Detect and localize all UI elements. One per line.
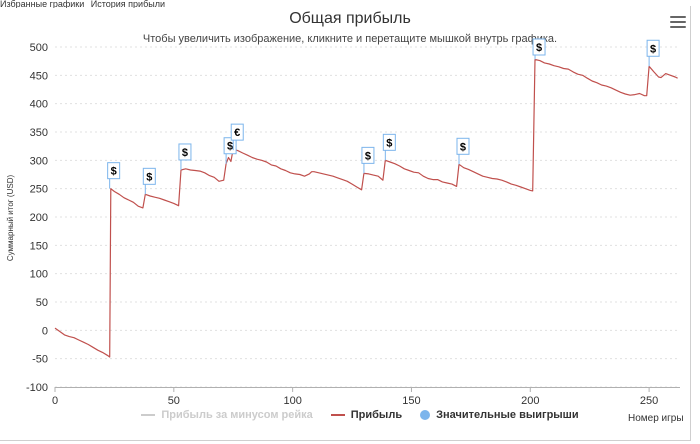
x-tick-label: 0 — [52, 395, 58, 407]
legend: Прибыль за минусом рейка Прибыль Значите… — [0, 407, 700, 423]
flag: € — [230, 123, 244, 141]
y-tick-label: 500 — [30, 42, 48, 54]
flag-label: $ — [386, 137, 392, 149]
flag-box — [646, 39, 660, 57]
flag-label: $ — [111, 166, 117, 178]
legend-item-profit[interactable]: Прибыль — [330, 409, 403, 421]
significant-win-flags: $ $$$€$$ $$ $ — [107, 38, 660, 195]
flag-box — [456, 137, 470, 155]
flag-box — [142, 167, 156, 185]
grid-lines — [55, 46, 680, 388]
y-tick-label: 450 — [30, 70, 48, 82]
legend-line-icon — [141, 414, 156, 416]
chart-subtitle: Чтобы увеличить изображение, кликните и … — [142, 33, 558, 45]
flag: $ — [456, 137, 470, 155]
x-axis: 0 50 100 150 200 250 — [52, 387, 680, 407]
y-tick-label: -50 — [32, 354, 48, 366]
x-tick-label: 100 — [283, 395, 301, 407]
legend-item-big-wins[interactable]: Значительные выигрыши — [420, 409, 579, 421]
flag: $ — [142, 167, 156, 185]
flag-box — [532, 38, 546, 56]
flag-label: $ — [460, 141, 466, 153]
flag-label: $ — [536, 42, 542, 54]
flag: $ — [178, 143, 192, 161]
y-tick-label: 350 — [30, 127, 48, 139]
y-tick-label: 250 — [30, 184, 48, 196]
legend-dot-icon — [420, 410, 431, 420]
y-tick-label: 150 — [30, 240, 48, 252]
y-tick-label: 0 — [42, 325, 48, 337]
flag-box — [361, 146, 375, 164]
y-tick-label: 400 — [30, 99, 48, 111]
flag-label: $ — [146, 171, 152, 183]
legend-line-icon — [330, 414, 345, 416]
legend-item-rake[interactable]: Прибыль за минусом рейка — [141, 409, 313, 421]
flag: $ — [532, 38, 546, 56]
series-line-profit — [54, 58, 678, 358]
flag-box — [382, 133, 396, 151]
flag-box — [178, 143, 192, 161]
flag-label: $ — [182, 147, 188, 159]
y-tick-labels: -100 -50 0 50 100 150 200 250 300 350 400 450 500 — [26, 42, 48, 394]
chart-title: Общая прибыль — [289, 10, 411, 27]
x-tick-label: 200 — [521, 395, 539, 407]
legend-label: Значительные выигрыши — [436, 409, 579, 421]
y-tick-label: 100 — [30, 269, 48, 281]
y-axis-label: Суммарный итог (USD) — [6, 175, 15, 262]
y-tick-label: 300 — [30, 155, 48, 167]
x-tick-label: 150 — [402, 395, 420, 407]
flag-box — [230, 123, 244, 141]
flag-box — [107, 162, 121, 180]
chart-frame — [0, 6, 691, 441]
x-tick-label: 50 — [168, 395, 180, 407]
flag-label: $ — [365, 150, 371, 162]
chart-menu-icon[interactable] — [670, 16, 686, 30]
flag-label: € — [234, 127, 240, 139]
legend-label: Прибыль — [350, 409, 403, 421]
flag: $ — [107, 162, 121, 180]
x-axis-label: Номер игры — [628, 413, 684, 424]
series-lines — [54, 58, 678, 358]
flag: $ — [382, 133, 396, 151]
legend-label: Прибыль за минусом рейка — [161, 409, 313, 421]
flag-label: $ — [227, 141, 233, 153]
y-tick-label: -100 — [26, 382, 48, 394]
flag: $ — [646, 39, 660, 57]
tab-favorite-charts[interactable]: Избранные графики — [0, 0, 85, 8]
flag-label: $ — [650, 43, 656, 55]
x-tick-label: 250 — [640, 395, 658, 407]
flag: $ — [361, 146, 375, 164]
top-tabs: Избранные графики История прибыли — [0, 0, 190, 8]
y-tick-label: 200 — [30, 212, 48, 224]
y-tick-label: 50 — [36, 297, 48, 309]
tab-profit-history[interactable]: История прибыли — [90, 0, 165, 8]
